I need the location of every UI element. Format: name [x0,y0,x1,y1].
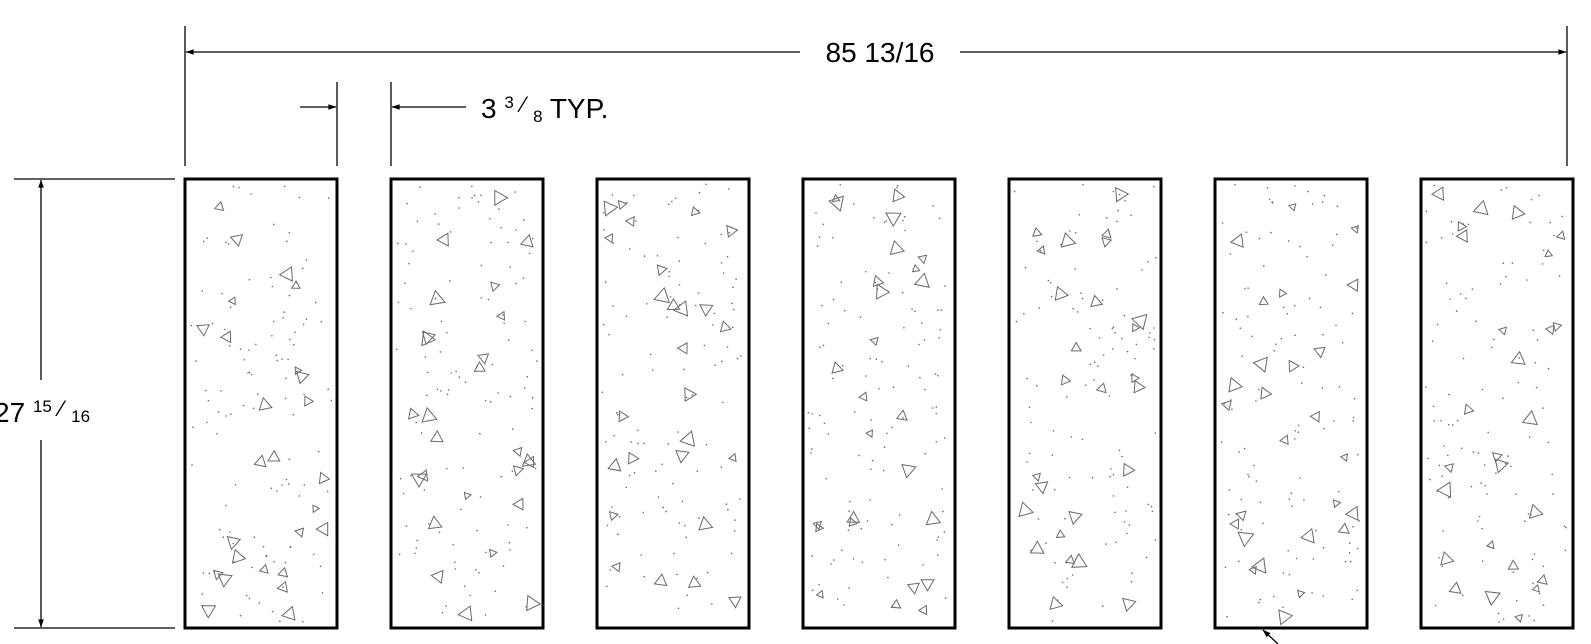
panel-outline [1007,177,1163,630]
panel [1213,177,1369,630]
spacing-label-denominator: 8 [533,107,542,126]
panel [1007,177,1163,630]
concrete-hatch [396,185,542,622]
spacing-label: 3 3 ⁄ 8 TYP. [481,83,608,128]
panel-outline [1213,177,1369,630]
panel [595,177,751,630]
concrete-hatch [1013,183,1157,622]
panel-outline [801,177,957,630]
panel-group [183,177,1575,630]
height-dimension: 27 15 ⁄ 16 [0,178,175,629]
panel [389,177,545,630]
height-label-numerator: 15 [33,397,52,416]
concrete-hatch [1220,183,1360,626]
height-label-slash: ⁄ [55,396,67,421]
overall-width-dimension: 85 13/16 [184,26,1568,166]
leader-arrow [1262,629,1279,644]
spacing-label-suffix: TYP. [550,93,609,124]
height-label-denominator: 16 [71,407,90,426]
panel [183,177,339,630]
panel-outline [595,177,751,630]
spacing-dimension: 3 3 ⁄ 8 TYP. [300,82,608,166]
panel-outline [389,177,545,630]
spacing-label-main: 3 [481,93,497,124]
concrete-hatch [1425,184,1567,623]
concrete-hatch [807,184,947,616]
height-label-main: 27 [0,397,25,428]
spacing-label-slash: ⁄ [517,92,529,117]
concrete-hatch [601,183,742,610]
panel [801,177,957,630]
height-label: 27 15 ⁄ 16 [0,387,90,428]
spacing-label-numerator: 3 [504,93,513,112]
panel-outline [1419,177,1575,630]
concrete-hatch [190,185,333,623]
overall-width-label: 85 13/16 [826,37,935,68]
panel [1419,177,1575,630]
